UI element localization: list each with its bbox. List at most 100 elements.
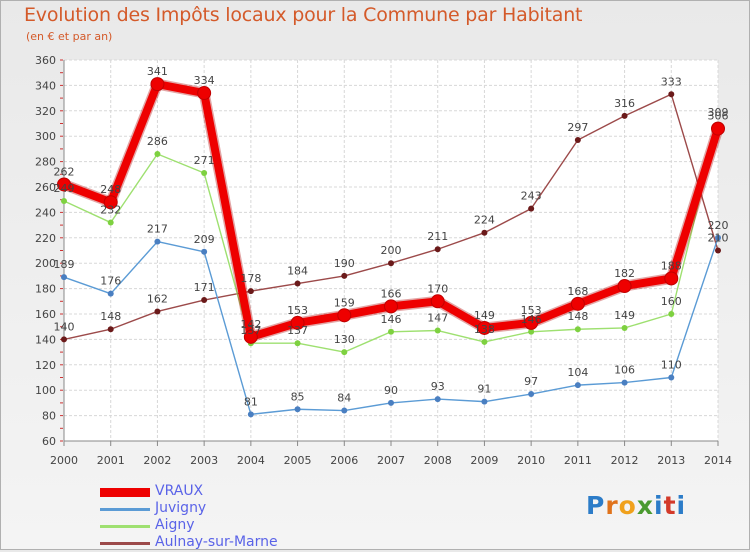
point-vraux xyxy=(103,195,118,210)
y-tick-label: 60 xyxy=(42,435,56,448)
point-vraux xyxy=(664,271,679,286)
point-juvigny xyxy=(528,391,535,398)
point-vraux xyxy=(617,279,632,294)
value-label-aulnay-sur-marne: 210 xyxy=(708,232,729,245)
point-aigny xyxy=(201,170,208,177)
value-label-vraux: 166 xyxy=(381,287,402,300)
value-label-juvigny: 91 xyxy=(477,383,491,396)
point-aulnay-sur-marne xyxy=(621,112,628,119)
value-label-juvigny: 81 xyxy=(244,395,258,408)
value-label-aigny: 146 xyxy=(521,313,542,326)
x-tick-label: 2001 xyxy=(97,454,125,467)
y-tick-label: 220 xyxy=(35,232,56,245)
point-aigny xyxy=(107,219,114,226)
value-label-aulnay-sur-marne: 178 xyxy=(240,272,261,285)
value-label-juvigny: 106 xyxy=(614,364,635,377)
value-label-juvigny: 217 xyxy=(147,223,168,236)
value-label-aigny: 147 xyxy=(427,312,448,325)
legend-label: Juvigny xyxy=(155,500,207,516)
value-label-aigny: 232 xyxy=(100,204,121,217)
point-aulnay-sur-marne xyxy=(388,260,394,267)
y-tick-label: 260 xyxy=(35,181,56,194)
value-label-juvigny: 220 xyxy=(708,219,729,232)
value-label-aigny: 286 xyxy=(147,135,168,148)
point-juvigny xyxy=(434,396,441,403)
x-tick-label: 2007 xyxy=(377,454,405,467)
value-label-aulnay-sur-marne: 148 xyxy=(100,310,121,323)
value-label-aulnay-sur-marne: 224 xyxy=(474,214,495,227)
value-label-vraux: 306 xyxy=(708,110,729,123)
value-label-vraux: 153 xyxy=(287,304,308,317)
value-label-juvigny: 90 xyxy=(384,384,398,397)
value-label-vraux: 168 xyxy=(567,285,588,298)
value-label-aigny: 148 xyxy=(567,310,588,323)
legend-label: Aigny xyxy=(155,517,195,533)
y-tick-label: 200 xyxy=(35,257,56,270)
value-label-aigny: 146 xyxy=(381,313,402,326)
data-labels: 262 248 341 334 142 153 159 166 170 149 153 168 182 1… xyxy=(54,65,729,408)
point-juvigny xyxy=(201,248,208,255)
line-chart: 6080100120140160180200220240260280300320… xyxy=(35,54,732,467)
legend-swatch xyxy=(100,487,150,497)
point-juvigny xyxy=(247,411,254,418)
point-juvigny xyxy=(668,374,675,381)
value-label-aigny: 309 xyxy=(708,106,729,119)
value-label-vraux: 149 xyxy=(474,309,495,322)
point-vraux xyxy=(337,308,352,323)
point-juvigny xyxy=(154,238,161,245)
value-label-aulnay-sur-marne: 316 xyxy=(614,97,635,110)
value-label-aulnay-sur-marne: 297 xyxy=(567,121,588,134)
x-tick-label: 2012 xyxy=(611,454,639,467)
value-label-aulnay-sur-marne: 190 xyxy=(334,257,355,270)
point-juvigny xyxy=(621,379,628,386)
value-label-aigny: 130 xyxy=(334,333,355,346)
point-aulnay-sur-marne xyxy=(154,308,161,315)
y-tick-label: 160 xyxy=(35,308,56,321)
point-aigny xyxy=(574,326,581,333)
value-label-aulnay-sur-marne: 333 xyxy=(661,75,682,88)
x-tick-label: 2011 xyxy=(564,454,592,467)
x-tick-label: 2014 xyxy=(704,454,732,467)
chart-subtitle: (en € et par an) xyxy=(26,30,113,43)
point-vraux xyxy=(430,294,445,309)
value-label-aigny: 271 xyxy=(194,154,215,167)
x-tick-label: 2006 xyxy=(330,454,358,467)
point-aigny xyxy=(481,338,488,345)
value-label-juvigny: 85 xyxy=(291,390,305,403)
point-aigny xyxy=(621,324,628,331)
y-tick-label: 340 xyxy=(35,79,56,92)
point-aulnay-sur-marne xyxy=(201,297,208,304)
x-tick-label: 2000 xyxy=(50,454,78,467)
point-aulnay-sur-marne xyxy=(434,246,441,253)
chart-title: Evolution des Impôts locaux pour la Comm… xyxy=(24,4,583,26)
point-aigny xyxy=(341,349,348,356)
legend-swatch xyxy=(100,541,150,545)
value-label-vraux: 262 xyxy=(54,165,75,178)
point-juvigny xyxy=(715,234,721,241)
point-aulnay-sur-marne xyxy=(341,272,348,279)
point-juvigny xyxy=(107,290,114,297)
proxiti-logo: Proxiti xyxy=(586,491,687,520)
point-juvigny xyxy=(341,407,348,414)
value-label-aigny: 249 xyxy=(54,182,75,195)
x-tick-label: 2013 xyxy=(657,454,685,467)
series-layer xyxy=(57,77,725,418)
value-label-aulnay-sur-marne: 211 xyxy=(427,230,448,243)
point-vraux xyxy=(197,86,212,101)
y-tick-label: 140 xyxy=(35,333,56,346)
value-label-juvigny: 104 xyxy=(567,366,588,379)
point-vraux xyxy=(243,329,258,344)
value-label-vraux: 153 xyxy=(521,304,542,317)
value-label-vraux: 341 xyxy=(147,65,168,78)
x-tick-label: 2008 xyxy=(424,454,452,467)
point-aigny xyxy=(61,197,67,204)
point-vraux xyxy=(290,315,305,330)
point-vraux xyxy=(524,315,539,330)
point-vraux xyxy=(150,77,165,92)
point-aigny xyxy=(154,150,161,157)
value-label-juvigny: 189 xyxy=(54,258,75,271)
point-aulnay-sur-marne xyxy=(668,91,675,98)
value-label-vraux: 334 xyxy=(194,74,215,87)
value-label-aulnay-sur-marne: 184 xyxy=(287,265,308,278)
point-vraux xyxy=(57,177,71,192)
